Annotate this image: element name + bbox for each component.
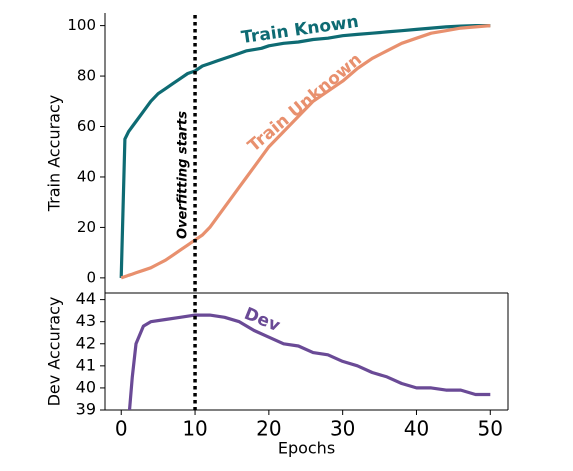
x-tick-label: 10 xyxy=(182,417,207,441)
series-label: Train Unknown xyxy=(244,50,366,157)
y-tick-label: 60 xyxy=(77,117,96,135)
y-tick-label: 100 xyxy=(67,16,96,34)
series-line xyxy=(127,313,491,410)
x-tick-label: 0 xyxy=(115,417,128,441)
y-tick-label: 80 xyxy=(77,67,96,85)
y-tick-label: 0 xyxy=(86,268,96,286)
x-tick-label: 30 xyxy=(330,417,355,441)
y-tick-label: 39 xyxy=(76,400,96,419)
y-axis-label: Train Accuracy xyxy=(45,95,64,213)
y-tick-label: 42 xyxy=(76,333,96,352)
y-tick-label: 40 xyxy=(76,377,96,396)
x-tick-label: 40 xyxy=(404,417,429,441)
x-tick-label: 20 xyxy=(256,417,281,441)
y-axis-label: Dev Accuracy xyxy=(45,297,64,407)
series-line xyxy=(119,24,491,278)
y-tick-label: 41 xyxy=(76,355,96,374)
y-tick-label: 43 xyxy=(76,311,96,330)
y-tick-label: 40 xyxy=(77,167,96,185)
x-axis-label: Epochs xyxy=(278,439,335,458)
y-tick-label: 20 xyxy=(77,218,96,236)
annotation: Overfitting starts xyxy=(176,111,191,239)
series-line xyxy=(120,24,491,280)
x-tick-label: 50 xyxy=(478,417,503,441)
y-tick-label: 44 xyxy=(76,289,96,308)
series-label: Dev xyxy=(241,304,283,336)
